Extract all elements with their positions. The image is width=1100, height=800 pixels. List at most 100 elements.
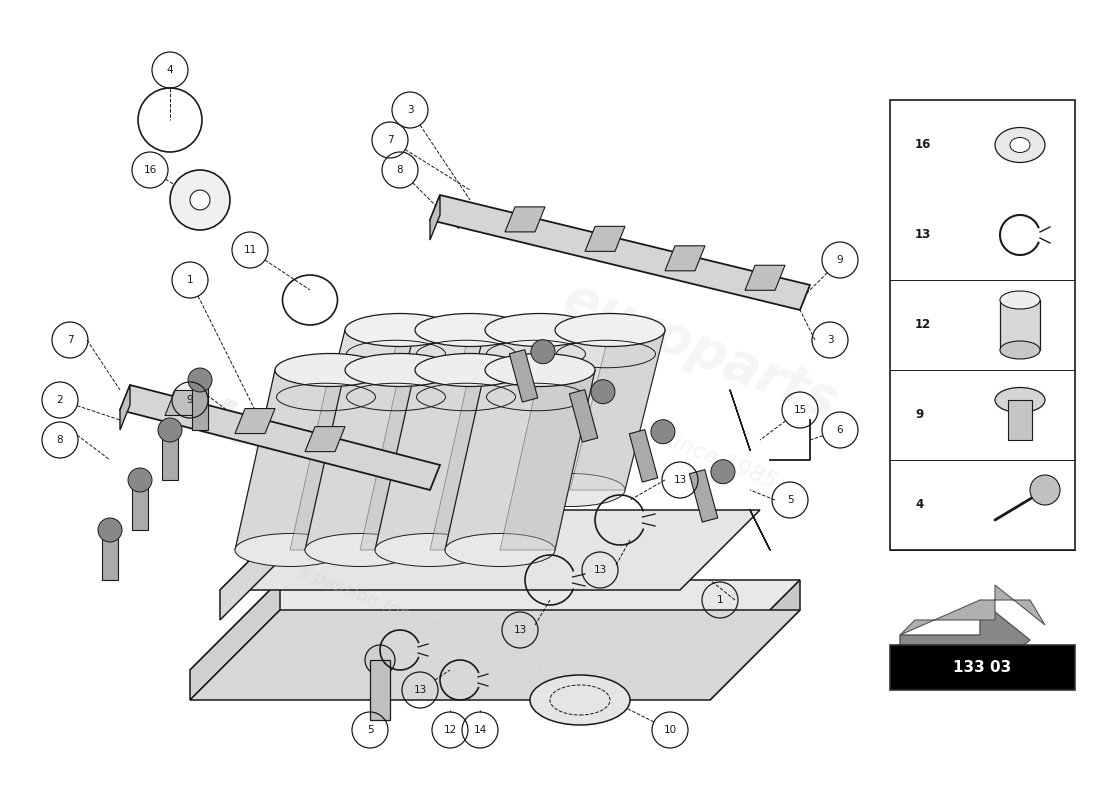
Circle shape (531, 340, 554, 364)
Ellipse shape (556, 314, 666, 346)
Text: europarts: europarts (152, 363, 548, 577)
Ellipse shape (996, 387, 1045, 413)
Polygon shape (305, 330, 455, 490)
Circle shape (158, 418, 182, 442)
Polygon shape (235, 409, 275, 434)
Text: 9: 9 (187, 395, 194, 405)
Polygon shape (360, 330, 455, 490)
Ellipse shape (235, 534, 345, 566)
Polygon shape (430, 195, 440, 240)
Text: 9: 9 (837, 255, 844, 265)
Polygon shape (666, 246, 705, 271)
Text: 3: 3 (827, 335, 834, 345)
Text: 16: 16 (915, 138, 932, 151)
Text: 13: 13 (673, 475, 686, 485)
Polygon shape (162, 430, 178, 480)
Text: 12: 12 (443, 725, 456, 735)
Polygon shape (120, 385, 130, 430)
Ellipse shape (446, 474, 556, 506)
Text: 1: 1 (717, 595, 724, 605)
Text: 1: 1 (187, 275, 194, 285)
Polygon shape (446, 370, 595, 550)
Text: 13: 13 (915, 229, 932, 242)
Polygon shape (710, 580, 800, 700)
Circle shape (651, 420, 675, 444)
Polygon shape (629, 430, 658, 482)
Ellipse shape (515, 474, 625, 506)
Circle shape (711, 460, 735, 484)
Polygon shape (290, 370, 385, 550)
Ellipse shape (446, 534, 556, 566)
Text: 5: 5 (366, 725, 373, 735)
Ellipse shape (1010, 138, 1030, 153)
Bar (1000, 300, 1040, 350)
Text: a passion for cars since 1985: a passion for cars since 1985 (295, 562, 546, 678)
Text: europarts: europarts (556, 271, 845, 429)
Ellipse shape (375, 534, 485, 566)
Text: 4: 4 (915, 498, 923, 511)
Polygon shape (190, 580, 800, 670)
Ellipse shape (275, 354, 385, 386)
Ellipse shape (485, 314, 595, 346)
Ellipse shape (996, 127, 1045, 162)
Bar (890, 645, 1075, 690)
Polygon shape (235, 370, 385, 550)
Text: 8: 8 (397, 165, 404, 175)
Text: 7: 7 (67, 335, 74, 345)
Circle shape (1030, 475, 1060, 505)
Polygon shape (220, 510, 760, 590)
Ellipse shape (345, 314, 455, 346)
Polygon shape (500, 370, 595, 550)
Ellipse shape (1000, 291, 1040, 309)
Circle shape (98, 518, 122, 542)
Text: 12: 12 (915, 318, 932, 331)
Polygon shape (360, 370, 455, 550)
Polygon shape (132, 480, 148, 530)
Text: 14: 14 (473, 725, 486, 735)
Polygon shape (430, 195, 810, 310)
Circle shape (190, 190, 210, 210)
Polygon shape (305, 426, 345, 452)
Text: 3: 3 (407, 105, 414, 115)
Polygon shape (430, 370, 525, 550)
Ellipse shape (415, 314, 525, 346)
Circle shape (188, 368, 212, 392)
Ellipse shape (415, 354, 525, 386)
Polygon shape (220, 510, 300, 620)
Circle shape (591, 380, 615, 404)
Ellipse shape (485, 354, 595, 386)
Text: 6: 6 (837, 425, 844, 435)
Text: 7: 7 (387, 135, 394, 145)
Text: 133 03: 133 03 (954, 661, 1012, 675)
Text: 11: 11 (243, 245, 256, 255)
Text: 13: 13 (414, 685, 427, 695)
Text: since 1985: since 1985 (660, 428, 780, 492)
Bar (370, 660, 390, 720)
Polygon shape (375, 370, 525, 550)
Polygon shape (505, 207, 544, 232)
Text: 15: 15 (793, 405, 806, 415)
Polygon shape (585, 226, 625, 251)
Polygon shape (305, 370, 455, 550)
Polygon shape (570, 330, 666, 490)
Circle shape (128, 468, 152, 492)
Bar (890, 100, 1075, 550)
Polygon shape (570, 390, 597, 442)
Polygon shape (190, 580, 280, 700)
Text: 16: 16 (143, 165, 156, 175)
Polygon shape (375, 330, 525, 490)
Polygon shape (515, 330, 666, 490)
Text: 10: 10 (663, 725, 676, 735)
Text: 8: 8 (57, 435, 64, 445)
Polygon shape (120, 385, 440, 490)
Ellipse shape (305, 474, 415, 506)
Circle shape (365, 645, 395, 675)
Bar (1008, 400, 1032, 440)
Polygon shape (190, 610, 800, 700)
Polygon shape (900, 585, 1045, 635)
Polygon shape (900, 600, 1030, 680)
Polygon shape (430, 330, 525, 490)
Polygon shape (192, 380, 208, 430)
Polygon shape (102, 530, 118, 580)
Polygon shape (509, 350, 538, 402)
